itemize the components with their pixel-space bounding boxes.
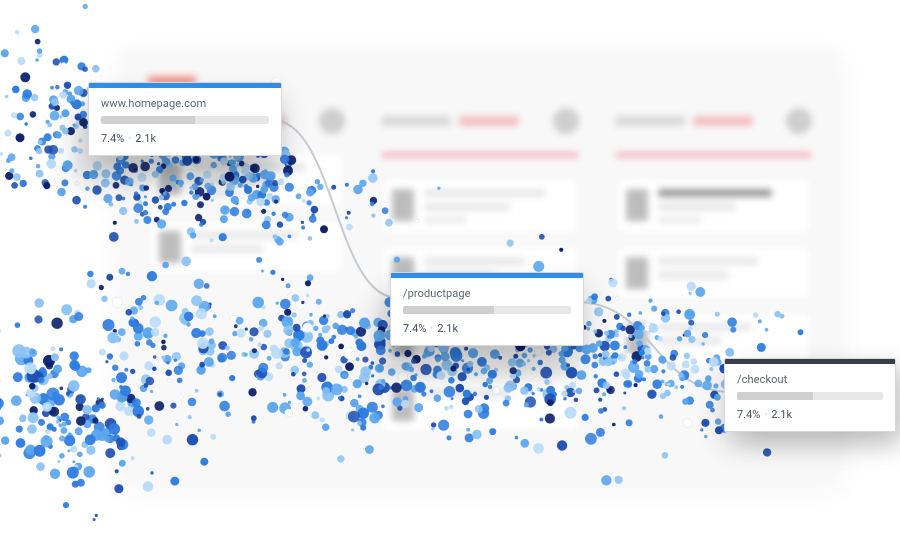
stage: { "viewport": {"w":900,"h":552}, "palett… <box>0 0 900 552</box>
card-stats: 7.4% · 2.1k <box>403 322 571 335</box>
card-percent: 7.4% <box>737 408 760 421</box>
card-progress <box>101 116 269 124</box>
card-title: /checkout <box>737 373 883 386</box>
card-stats: 7.4% · 2.1k <box>737 408 883 421</box>
card-progress <box>737 392 883 400</box>
dot-separator: · <box>128 132 131 145</box>
flow-card-checkout[interactable]: /checkout 7.4% · 2.1k <box>724 358 896 432</box>
dot-separator: · <box>430 322 433 335</box>
flow-card-homepage[interactable]: www.homepage.com 7.4% · 2.1k <box>88 82 282 156</box>
card-count: 2.1k <box>135 132 156 145</box>
card-stats: 7.4% · 2.1k <box>101 132 269 145</box>
card-percent: 7.4% <box>403 322 426 335</box>
card-title: /productpage <box>403 287 571 300</box>
card-count: 2.1k <box>437 322 458 335</box>
card-title: www.homepage.com <box>101 97 269 110</box>
dot-separator: · <box>764 408 767 421</box>
card-progress <box>403 306 571 314</box>
card-percent: 7.4% <box>101 132 124 145</box>
flow-card-productpage[interactable]: /productpage 7.4% · 2.1k <box>390 272 584 346</box>
card-count: 2.1k <box>771 408 792 421</box>
